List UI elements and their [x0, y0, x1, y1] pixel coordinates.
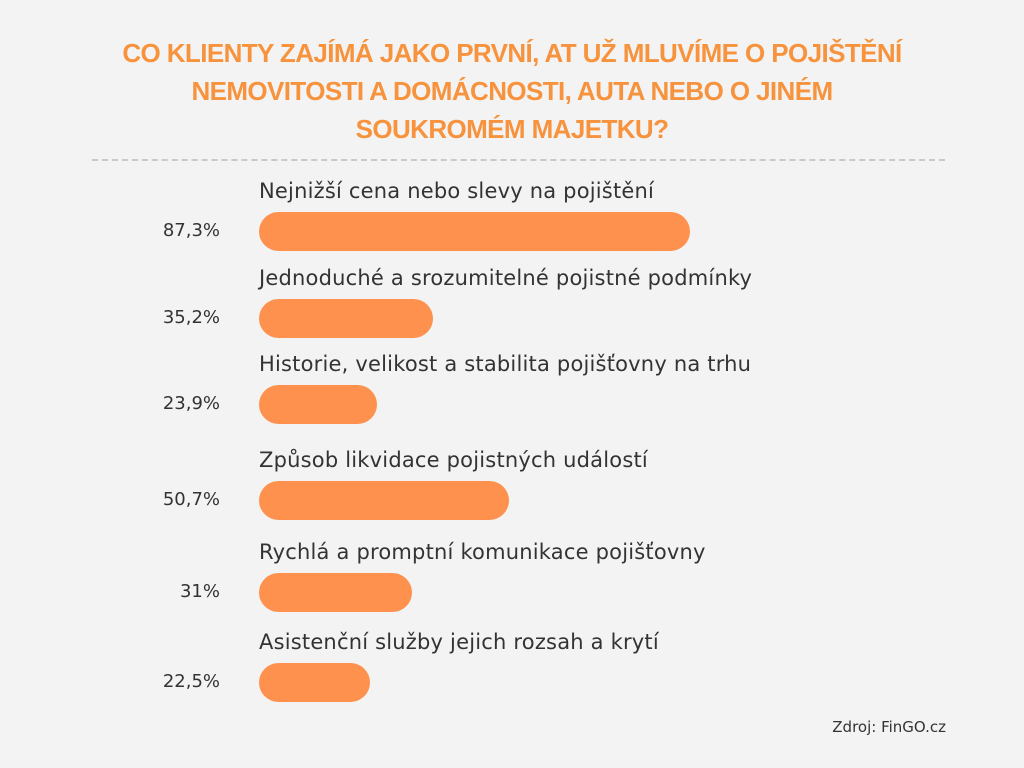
bar	[259, 212, 690, 251]
category-label: Asistenční služby jejich rozsah a krytí	[259, 630, 659, 654]
value-label: 87,3%	[162, 220, 220, 241]
bar	[259, 385, 377, 424]
category-label: Jednoduché a srozumitelné pojistné podmí…	[259, 266, 753, 290]
bar	[259, 299, 433, 338]
value-label: 22,5%	[162, 671, 220, 692]
category-label: Způsob likvidace pojistných událostí	[259, 448, 648, 472]
value-label: 35,2%	[162, 307, 220, 328]
chart-title-line: SOUKROMÉM MAJETKU?	[355, 114, 669, 144]
value-label: 31%	[179, 581, 220, 602]
bar	[259, 663, 371, 702]
chart-title-line: NEMOVITOSTI A DOMÁCNOSTI, AUTA NEBO O JI…	[191, 76, 833, 106]
category-label: Historie, velikost a stabilita pojišťovn…	[259, 352, 752, 376]
category-label: Rychlá a promptní komunikace pojišťovny	[259, 540, 706, 564]
value-label: 23,9%	[162, 393, 220, 414]
title-divider	[92, 159, 945, 161]
bar	[259, 481, 510, 520]
bar	[259, 573, 413, 612]
chart-title-line: CO KLIENTY ZAJÍMÁ JAKO PRVNÍ, AT UŽ MLUV…	[122, 38, 902, 68]
value-label: 50,7%	[162, 489, 220, 510]
chart-title: CO KLIENTY ZAJÍMÁ JAKO PRVNÍ, AT UŽ MLUV…	[80, 34, 944, 148]
category-label: Nejnižší cena nebo slevy na pojištění	[259, 179, 655, 203]
source-note: Zdroj: FinGO.cz	[832, 718, 946, 736]
